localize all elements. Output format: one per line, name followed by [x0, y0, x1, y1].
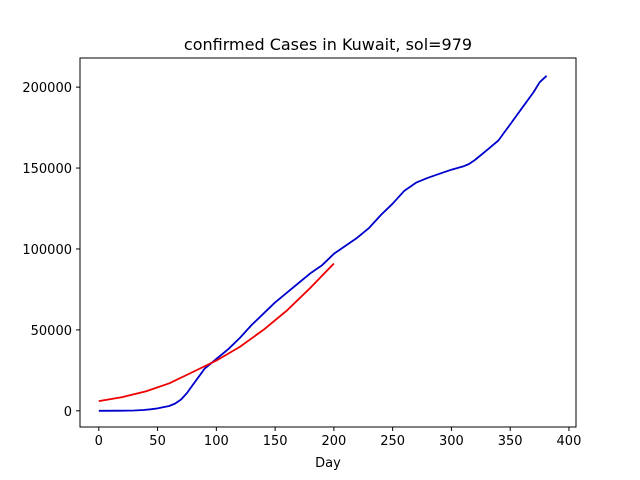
- x-tick-label: 400: [557, 434, 582, 449]
- x-tick-label: 50: [149, 434, 166, 449]
- chart-title: confirmed Cases in Kuwait, sol=979: [184, 35, 472, 54]
- y-tick-label: 150000: [22, 162, 72, 177]
- series-line-1: [98, 262, 335, 402]
- x-tick-label: 200: [321, 434, 346, 449]
- x-tick-label: 350: [498, 434, 523, 449]
- y-tick-label: 50000: [31, 324, 72, 339]
- x-tick-label: 100: [204, 434, 229, 449]
- y-tick-label: 0: [64, 405, 72, 420]
- plot-series: [98, 75, 548, 412]
- series-line-0: [98, 75, 548, 412]
- plot-frame: [79, 57, 577, 428]
- x-tick-label: 300: [439, 434, 464, 449]
- y-tick-label: 200000: [22, 81, 72, 96]
- y-axis: 0 50000 100000 150000 200000: [22, 81, 80, 420]
- x-tick-label: 150: [263, 434, 288, 449]
- x-axis: 0 50 100 150 200 250 300 350 400: [95, 427, 582, 449]
- y-tick-label: 100000: [22, 243, 72, 258]
- x-axis-title: Day: [315, 456, 341, 471]
- x-tick-label: 0: [95, 434, 103, 449]
- x-tick-label: 250: [380, 434, 405, 449]
